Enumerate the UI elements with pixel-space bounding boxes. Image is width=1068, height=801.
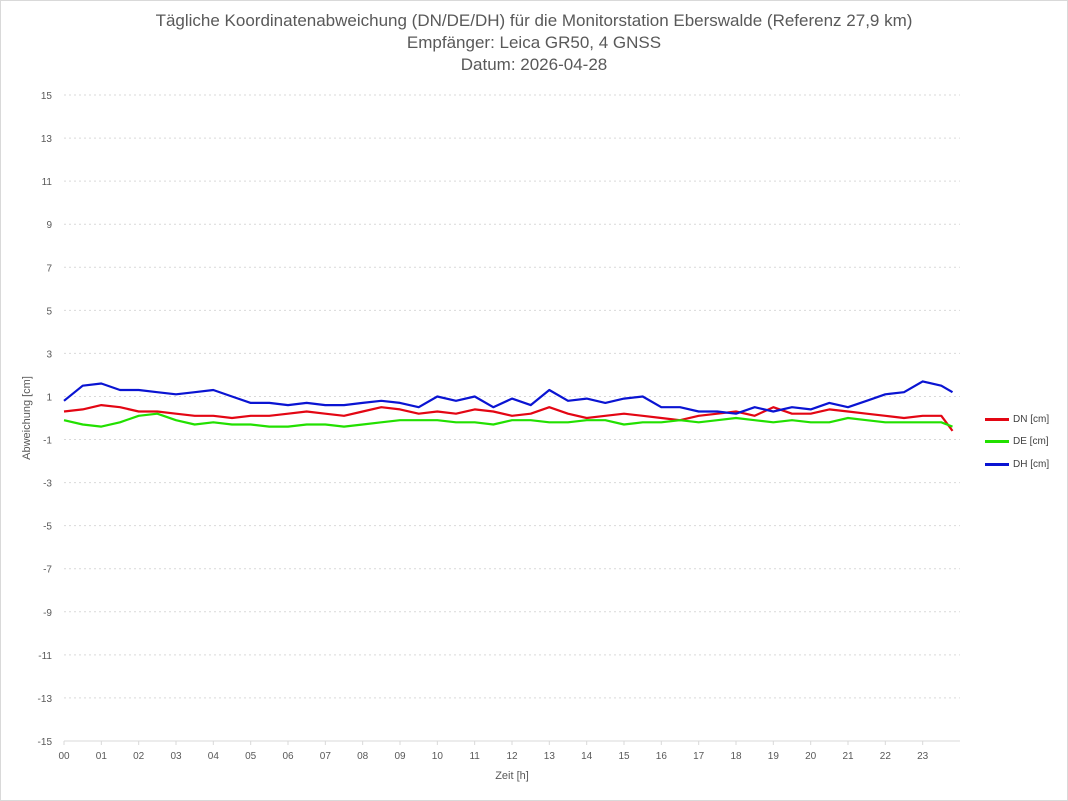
x-tick-label: 14 <box>581 751 593 762</box>
series-line-de <box>63 412 953 428</box>
legend-swatch-dh <box>985 462 1009 466</box>
y-tick-label: -11 <box>38 651 52 662</box>
x-tick-label: 07 <box>320 751 332 762</box>
chart-subtitle-receiver: Empfänger: Leica GR50, 4 GNSS <box>406 33 662 52</box>
y-tick-label: -13 <box>38 694 53 705</box>
x-tick-label: 05 <box>245 751 257 762</box>
legend: DN [cm] DE [cm] DH [cm] <box>985 408 1049 476</box>
x-tick-label: 04 <box>208 751 220 762</box>
y-tick-label: 7 <box>46 263 52 274</box>
x-tick-label: 10 <box>432 751 444 762</box>
x-tick-label: 21 <box>842 751 854 762</box>
x-tick-label: 20 <box>805 751 817 762</box>
x-tick-label: 11 <box>469 751 480 762</box>
x-tick-label: 09 <box>394 751 406 762</box>
y-tick-label: -15 <box>38 737 53 748</box>
chart-titles: Tägliche Koordinatenabweichung (DN/DE/DH… <box>0 10 1068 76</box>
y-tick-label: 1 <box>46 392 52 403</box>
legend-swatch-de <box>985 440 1009 444</box>
x-tick-label: 18 <box>730 751 742 762</box>
y-tick-label: -1 <box>43 436 52 447</box>
x-tick-label: 17 <box>693 751 705 762</box>
x-tick-label: 12 <box>506 751 518 762</box>
y-tick-label: -9 <box>43 608 52 619</box>
x-tick-label: 13 <box>544 751 556 762</box>
y-tick-label: 5 <box>46 306 52 317</box>
legend-item-de: DE [cm] <box>985 431 1049 454</box>
legend-label-dn: DN [cm] <box>1013 413 1050 425</box>
y-tick-label: -3 <box>43 479 52 490</box>
chart-subtitle-date: Datum: 2026-04-28 <box>460 55 608 74</box>
legend-label-de: DE [cm] <box>1013 436 1049 448</box>
y-tick-label: 15 <box>41 91 53 102</box>
y-tick-label: 3 <box>46 349 52 360</box>
series-line-dh <box>63 380 954 415</box>
y-tick-label: 11 <box>42 177 53 188</box>
legend-item-dh: DH [cm] <box>985 453 1049 476</box>
x-tick-label: 00 <box>58 751 70 762</box>
x-tick-label: 15 <box>618 751 630 762</box>
legend-label-dh: DH [cm] <box>1013 458 1050 470</box>
legend-item-dn: DN [cm] <box>985 408 1049 431</box>
x-tick-label: 19 <box>768 751 780 762</box>
x-axis-title: Zeit [h] <box>495 770 529 782</box>
x-tick-label: 01 <box>96 751 108 762</box>
y-tick-label: -5 <box>43 522 52 533</box>
y-tick-label: 9 <box>46 220 52 231</box>
x-tick-label: 02 <box>133 751 145 762</box>
y-tick-label: -7 <box>43 565 52 576</box>
x-tick-label: 22 <box>880 751 892 762</box>
x-tick-label: 16 <box>656 751 668 762</box>
y-axis-title: Abweichung [cm] <box>21 376 33 460</box>
x-tick-label: 23 <box>917 751 929 762</box>
y-tick-label: 13 <box>41 134 53 145</box>
legend-swatch-dn <box>985 417 1009 421</box>
x-tick-label: 06 <box>282 751 294 762</box>
chart-title: Tägliche Koordinatenabweichung (DN/DE/DH… <box>155 11 913 30</box>
series-line-dn <box>63 404 954 432</box>
x-tick-label: 08 <box>357 751 369 762</box>
x-tick-label: 03 <box>170 751 182 762</box>
